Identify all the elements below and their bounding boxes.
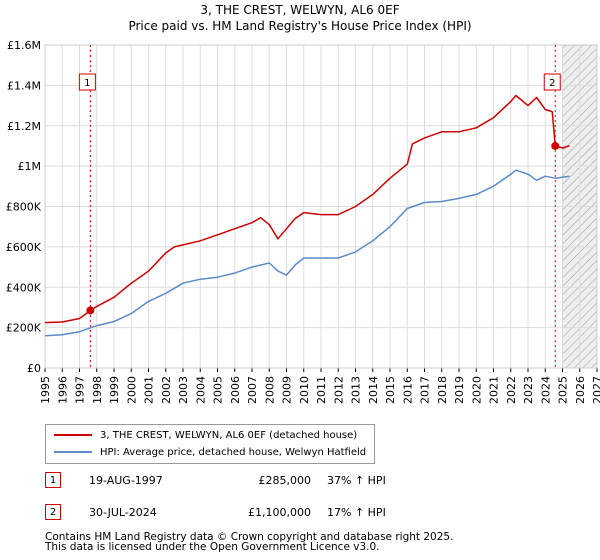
sale-point (86, 306, 95, 315)
x-tick-label: 1996 (56, 376, 69, 404)
x-tick-label: 2026 (574, 376, 587, 404)
sale-row-2: 2 30-JUL-2024 £1,100,000 17% ↑ HPI (45, 504, 445, 522)
x-tick-label: 2021 (488, 376, 501, 404)
legend-item-hpi: HPI: Average price, detached house, Welw… (54, 445, 366, 461)
series-line-property (44, 94, 570, 324)
x-tick-label: 2022 (505, 376, 518, 404)
y-tick-label: £1.6M (7, 39, 41, 52)
sale-label-box: 2 (543, 73, 561, 91)
x-tick-label: 2024 (539, 376, 552, 404)
x-tick-label: 2002 (160, 376, 173, 404)
chart-title: 3, THE CREST, WELWYN, AL6 0EF (200, 3, 400, 17)
x-tick-label: 1995 (39, 376, 52, 404)
x-tick-label: 2015 (384, 376, 397, 404)
x-tick-label: 2014 (367, 376, 380, 404)
x-tick-label: 2025 (557, 376, 570, 404)
price-chart: £0 £200K £400K £600K £800K £1M £1.2M £1.4M £1.6M… (6, 39, 600, 404)
sale-label-text: 2 (549, 78, 555, 89)
sale-number-badge: 1 (45, 472, 61, 488)
y-tick-label: £600K (6, 241, 42, 254)
x-tick-label: 1997 (74, 376, 87, 404)
sale-hpi-change: 17% ↑ HPI (327, 506, 386, 519)
x-tick-label: 2013 (350, 376, 363, 404)
sale-point (551, 141, 560, 150)
x-tick-label: 2023 (522, 376, 535, 404)
sale-row-1: 1 19-AUG-1997 £285,000 37% ↑ HPI (45, 472, 445, 490)
sale-date: 30-JUL-2024 (89, 506, 157, 519)
footer-licence: This data is licensed under the Open Gov… (45, 541, 380, 553)
x-tick-label: 2010 (298, 376, 311, 404)
y-tick-label: £0 (27, 362, 41, 375)
x-tick-label: 2006 (229, 376, 242, 404)
x-tick-label: 2016 (401, 376, 414, 404)
sale-price: £285,000 (258, 474, 312, 487)
y-tick-label: £1.4M (7, 79, 41, 92)
x-tick-label: 2012 (332, 376, 345, 404)
x-tick-label: 2005 (212, 376, 225, 404)
x-tick-label: 2003 (177, 376, 190, 404)
x-tick-label: 2018 (436, 376, 449, 404)
y-tick-label: £400K (6, 281, 42, 294)
x-tick-label: 2004 (194, 376, 207, 404)
legend-swatch-hpi (54, 451, 92, 453)
x-tick-label: 2020 (470, 376, 483, 404)
legend-label-hpi: HPI: Average price, detached house, Welw… (100, 447, 367, 458)
x-tick-label: 2007 (246, 376, 259, 404)
x-tick-label: 1999 (108, 376, 121, 404)
legend-swatch-property (54, 434, 92, 436)
legend-item-property: 3, THE CREST, WELWYN, AL6 0EF (detached … (54, 428, 357, 444)
sale-hpi-change: 37% ↑ HPI (327, 474, 386, 487)
sale-label-frame (78, 73, 96, 91)
x-tick-label: 2027 (591, 376, 600, 404)
sale-date: 19-AUG-1997 (89, 474, 163, 487)
x-tick-label: 2017 (419, 376, 432, 404)
legend: 3, THE CREST, WELWYN, AL6 0EF (detached … (45, 424, 375, 464)
x-tick-label: 2008 (263, 376, 276, 404)
sale-label-box: 1 (78, 73, 96, 91)
y-tick-label: £1.2M (7, 120, 41, 133)
y-tick-label: £800K (6, 201, 42, 214)
sale-price: £1,100,000 (248, 506, 311, 519)
legend-label-property: 3, THE CREST, WELWYN, AL6 0EF (detached … (100, 430, 358, 441)
x-tick-label: 2009 (281, 376, 294, 404)
series-line-hpi (44, 169, 570, 337)
footer-copyright: Contains HM Land Registry data © Crown c… (45, 531, 454, 543)
y-tick-label: £200K (6, 322, 42, 335)
x-tick-label: 2019 (453, 376, 466, 404)
x-tick-label: 2011 (315, 376, 328, 404)
x-tick-label: 1998 (91, 376, 104, 404)
x-tick-label: 2001 (143, 376, 156, 404)
sale-number-badge: 2 (45, 504, 61, 520)
sale-label-frame (543, 73, 561, 91)
sale-label-text: 1 (84, 78, 90, 89)
chart-subtitle: Price paid vs. HM Land Registry's House … (128, 19, 472, 33)
y-tick-label: £1M (18, 160, 42, 173)
x-tick-label: 2000 (125, 376, 138, 404)
plot-frame (44, 44, 598, 369)
